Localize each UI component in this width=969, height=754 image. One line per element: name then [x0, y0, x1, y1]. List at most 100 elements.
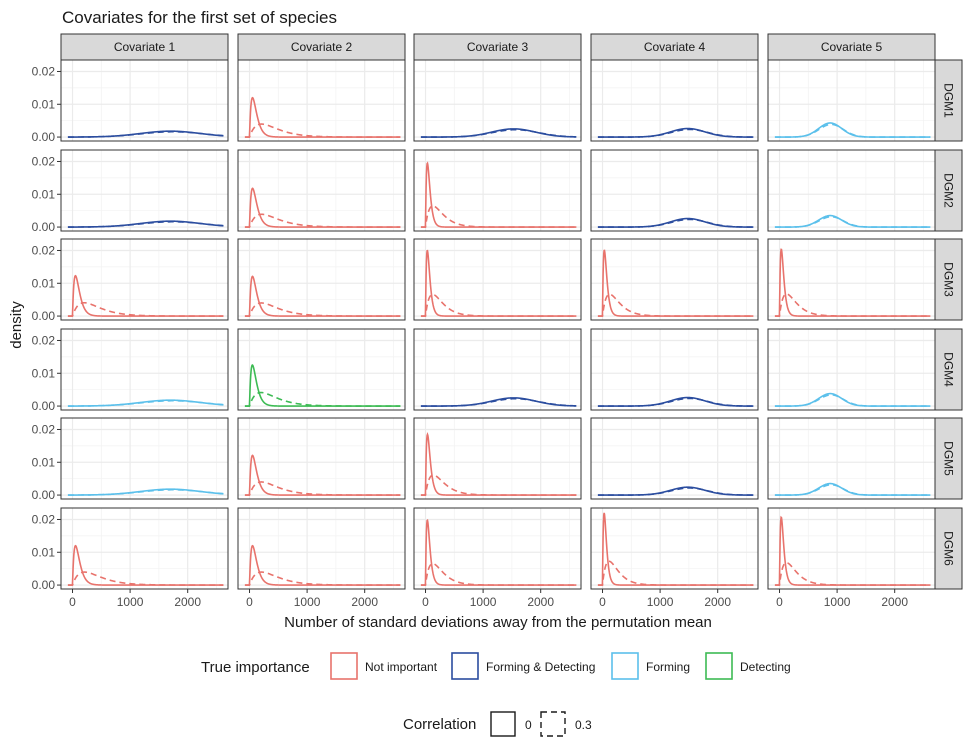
panel-background — [238, 239, 405, 320]
panel-border — [590, 507, 759, 590]
panel-border — [767, 238, 936, 321]
y-tick-label: 0.02 — [32, 333, 56, 347]
panel-border — [767, 149, 936, 232]
density-curve-solid — [244, 364, 401, 407]
y-tick-label: 0.00 — [32, 220, 56, 234]
panel-background — [61, 239, 228, 320]
x-tick-label: 2000 — [351, 595, 378, 609]
row-strip — [934, 507, 963, 590]
legend-correlation-label: 0 — [525, 718, 532, 732]
legend-importance-key — [705, 652, 733, 680]
panel-background — [414, 418, 581, 499]
panel-border — [60, 238, 229, 321]
density-curve-dashed — [244, 302, 401, 317]
row-strip — [934, 149, 963, 232]
row-strip-label: DGM4 — [942, 352, 956, 387]
column-strip-label: Covariate 5 — [821, 40, 883, 54]
density-curve-dashed — [774, 561, 931, 586]
panel-border — [60, 149, 229, 232]
x-tick-label: 0 — [422, 595, 429, 609]
legend-correlation: Correlation 0 0.3 — [403, 711, 592, 737]
legend-correlation-title: Correlation — [403, 716, 476, 733]
column-strip-label: Covariate 4 — [644, 40, 706, 54]
panel-border — [60, 417, 229, 500]
density-curve-dashed — [597, 560, 754, 586]
y-tick-label: 0.00 — [32, 578, 56, 592]
panel-border — [413, 507, 582, 590]
density-curve-dashed — [420, 205, 577, 228]
column-strip-label: Covariate 2 — [291, 40, 353, 54]
density-curve-solid — [420, 432, 577, 496]
row-strip-label: DGM3 — [942, 262, 956, 297]
panel-background — [61, 418, 228, 499]
panel-border — [590, 417, 759, 500]
x-tick-label: 0 — [776, 595, 783, 609]
panel-background — [591, 329, 758, 410]
y-tick-label: 0.02 — [32, 64, 56, 78]
legend-true-importance: True importance Not important Forming & D… — [201, 652, 791, 680]
x-tick-label: 2000 — [527, 595, 554, 609]
panel-background — [768, 150, 935, 231]
density-curve-solid — [774, 482, 931, 496]
panel-border — [767, 328, 936, 411]
x-tick-label: 0 — [246, 595, 253, 609]
density-curve-dashed — [67, 301, 224, 317]
y-tick-label: 0.00 — [32, 130, 56, 144]
panel-background — [61, 150, 228, 231]
column-strip — [60, 33, 229, 61]
density-curve-solid — [67, 220, 224, 228]
panel-border — [413, 238, 582, 321]
panel-background — [591, 60, 758, 141]
density-curve-dashed — [244, 213, 401, 228]
panel-border — [767, 507, 936, 590]
legend-importance-key — [330, 652, 358, 680]
panel-border — [237, 238, 406, 321]
panel-border — [590, 149, 759, 232]
density-curve-dashed — [420, 562, 577, 586]
density-curve-dashed — [244, 481, 401, 496]
legend-importance-title: True importance — [201, 659, 310, 676]
x-tick-label: 1000 — [117, 595, 144, 609]
panel-background — [414, 60, 581, 141]
y-tick-label: 0.02 — [32, 154, 56, 168]
panel-border — [60, 59, 229, 142]
density-curve-solid — [67, 274, 224, 317]
row-strip-label: DGM2 — [942, 173, 956, 208]
x-tick-label: 1000 — [647, 595, 674, 609]
legend-importance-label: Forming & Detecting — [486, 660, 595, 674]
panel-background — [238, 60, 405, 141]
density-curve-solid — [597, 486, 754, 496]
panel-background — [768, 60, 935, 141]
panel-border — [590, 328, 759, 411]
y-tick-label: 0.01 — [32, 455, 56, 469]
density-curve-dashed — [597, 293, 754, 317]
density-curve-dashed — [244, 571, 401, 586]
density-curve-solid — [774, 392, 931, 407]
panel-background — [238, 329, 405, 410]
y-tick-label: 0.02 — [32, 512, 56, 526]
panel-border — [60, 328, 229, 411]
y-tick-label: 0.01 — [32, 187, 56, 201]
density-curve-dashed — [244, 123, 401, 138]
panel-border — [237, 417, 406, 500]
panel-border — [413, 59, 582, 142]
legend-importance-key — [451, 652, 479, 680]
legend-importance-key — [611, 652, 639, 680]
panel-background — [414, 239, 581, 320]
panel-background — [591, 508, 758, 589]
panel-background — [768, 418, 935, 499]
panel-background — [238, 418, 405, 499]
density-curve-solid — [244, 187, 401, 228]
column-strip — [590, 33, 759, 61]
x-tick-label: 1000 — [824, 595, 851, 609]
density-curve-solid — [67, 488, 224, 496]
panel-border — [413, 149, 582, 232]
density-curve-solid — [244, 275, 401, 317]
density-curve-solid — [67, 130, 224, 138]
y-tick-label: 0.01 — [32, 276, 56, 290]
panel-background — [768, 329, 935, 410]
legend-correlation-key — [540, 711, 566, 737]
density-curve-solid — [597, 217, 754, 228]
y-tick-label: 0.01 — [32, 97, 56, 111]
row-strip — [934, 417, 963, 500]
